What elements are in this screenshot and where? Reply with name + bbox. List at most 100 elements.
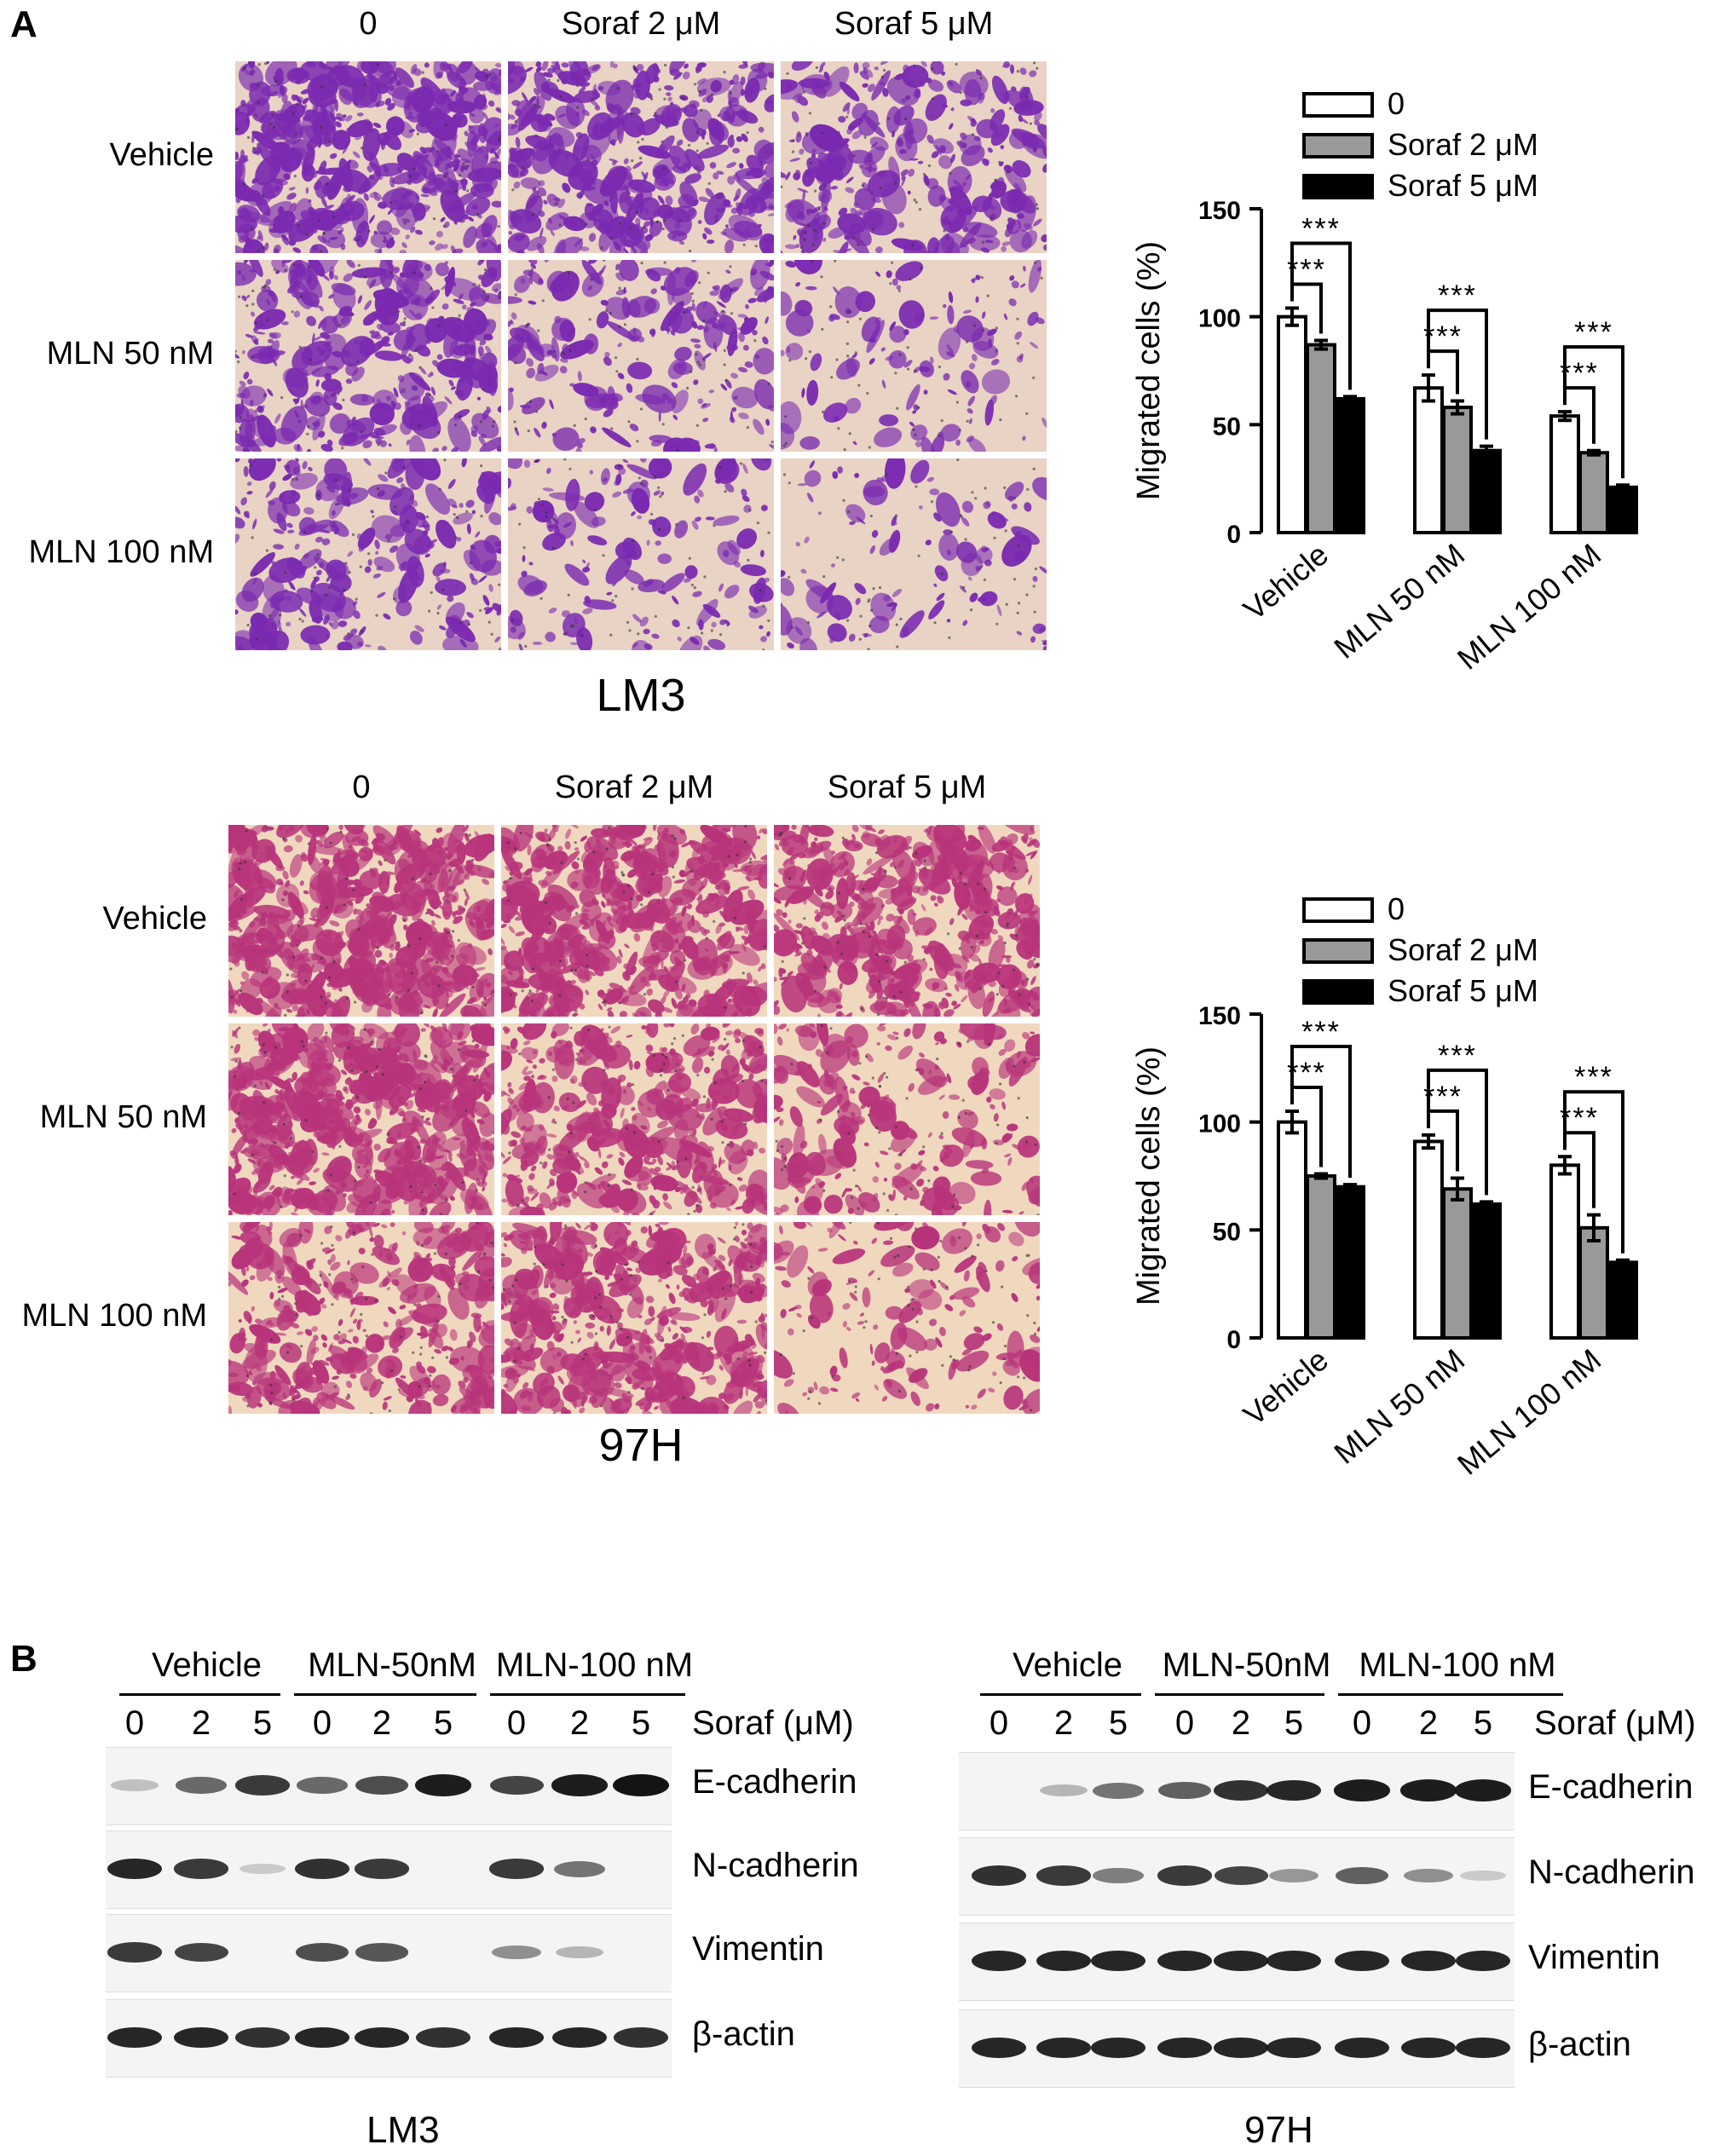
97h-lane-label: 0 (1352, 1704, 1372, 1742)
error-bar (1422, 373, 1435, 403)
97h-band (1093, 1867, 1144, 1884)
bar (1607, 485, 1638, 534)
lm3-protein-label: E-cadherin (692, 1763, 857, 1801)
lm3-band (354, 2026, 410, 2049)
97h-group-underline (1338, 1693, 1563, 1696)
significance-stars: *** (1438, 280, 1477, 312)
97h-lane-label: 2 (1231, 1704, 1251, 1742)
lm3-band (613, 1774, 669, 1796)
97h-group-label: Vehicle (1013, 1646, 1122, 1684)
lm3-migration-bar-chart: 0 Soraf 2 μM Soraf 5 μM 0 50 100 150 Migrated c… (1131, 86, 1638, 677)
97h-band (1269, 1868, 1318, 1883)
bar (1607, 1260, 1638, 1340)
97h-col-header: Soraf 2 μM (554, 770, 714, 805)
y-tick-label: 50 (1213, 1218, 1241, 1246)
97h-band (1334, 2037, 1390, 2059)
97h-band (1455, 1779, 1511, 1801)
lm3-row-header: Vehicle (109, 136, 214, 173)
y-tick-label: 100 (1198, 305, 1241, 333)
lm3-band (355, 1859, 409, 1879)
error-bar (1480, 444, 1493, 457)
wb-97h-caption: 97H (1244, 2109, 1313, 2151)
97h-band (1455, 2037, 1511, 2059)
lm3-lane-label: 5 (631, 1704, 651, 1742)
error-bar (1616, 483, 1630, 492)
lm3-micrograph (235, 61, 501, 253)
97h-band (1403, 1868, 1454, 1883)
97h-micrograph (228, 825, 494, 1017)
lm3-micrograph (781, 61, 1047, 253)
significance-bracket (1427, 308, 1488, 440)
x-category-label: MLN 50 nM (1327, 1342, 1471, 1471)
lm3-band (294, 2026, 350, 2049)
97h-band (1036, 2037, 1092, 2059)
97h-band (1455, 1950, 1511, 1972)
bar (1335, 396, 1365, 534)
error-bar (1285, 306, 1299, 327)
error-bar (1480, 1200, 1493, 1208)
lm3-row-header: MLN 100 nM (28, 533, 214, 570)
significance-stars: *** (1438, 1040, 1477, 1072)
legend-swatch (1302, 979, 1374, 1005)
lm3-band (551, 1774, 608, 1796)
error-bar (1422, 1133, 1435, 1150)
error-bar (1587, 448, 1601, 457)
lm3-band (174, 1859, 228, 1879)
97h-lane-label: 0 (1174, 1704, 1195, 1742)
lm3-row-header: MLN 50 nM (46, 335, 214, 372)
error-bar (1558, 1155, 1572, 1176)
97h-col-header: 0 (352, 770, 371, 805)
error-bar (1616, 1258, 1630, 1266)
97h-soraf-label: Soraf (μM) (1534, 1704, 1696, 1742)
lm3-band (295, 1943, 349, 1962)
lm3-band (235, 1775, 290, 1796)
legend-swatch (1302, 897, 1374, 923)
lm3-group-underline (119, 1693, 280, 1696)
97h-protein-label: Vimentin (1528, 1939, 1660, 1976)
lm3-col-header: 0 (359, 6, 378, 42)
error-bar (1343, 1183, 1357, 1191)
lm3-band (556, 1946, 603, 1959)
lm3-protein-label: N-cadherin (692, 1847, 859, 1884)
bar (1335, 1185, 1365, 1340)
lm3-band (239, 1863, 286, 1875)
97h-band (1334, 1779, 1390, 1801)
97h-col-header: Soraf 5 μM (827, 770, 987, 805)
bar (1306, 343, 1336, 534)
97h-protein-label: E-cadherin (1528, 1768, 1693, 1806)
lm3-micrograph (235, 260, 501, 452)
97h-band (971, 1950, 1027, 1972)
97h-micrograph (774, 1222, 1040, 1414)
significance-bracket (1563, 345, 1624, 479)
97h-micrograph (774, 1023, 1040, 1215)
significance-bracket (1563, 1090, 1624, 1254)
97h-band (1040, 1784, 1088, 1797)
legend-label: 0 (1388, 891, 1405, 926)
97h-band (1157, 1950, 1213, 1972)
legend-label: Soraf 2 μM (1388, 127, 1538, 162)
97h-protein-label: β-actin (1528, 2026, 1631, 2063)
error-bar (1587, 1213, 1601, 1242)
97h-migration-bar-chart: 0 Soraf 2 μM Soraf 5 μM 0 50 100 150 Migrated c… (1131, 891, 1638, 1482)
y-tick-label: 50 (1213, 412, 1241, 441)
lm3-lane-label: 0 (124, 1704, 145, 1742)
bar (1277, 1120, 1307, 1340)
lm3-band (488, 2026, 545, 2049)
lm3-col-header: Soraf 2 μM (561, 6, 721, 42)
97h-band (1213, 1950, 1269, 1972)
lm3-band (613, 2027, 669, 2048)
97h-band (1334, 1950, 1390, 1972)
error-bar (1314, 1172, 1328, 1180)
lm3-band (175, 1777, 228, 1794)
lm3-band (489, 1859, 544, 1879)
97h-band (1400, 1950, 1457, 1972)
lm3-band (107, 1942, 162, 1963)
error-bar (1558, 410, 1572, 423)
lm3-micrograph (508, 61, 774, 253)
97h-band (1400, 2037, 1457, 2059)
lm3-band (551, 2026, 608, 2049)
97h-group-underline (980, 1693, 1141, 1696)
error-bar (1285, 1110, 1299, 1135)
legend-label: Soraf 5 μM (1388, 973, 1538, 1008)
y-tick-label: 150 (1198, 1002, 1241, 1030)
